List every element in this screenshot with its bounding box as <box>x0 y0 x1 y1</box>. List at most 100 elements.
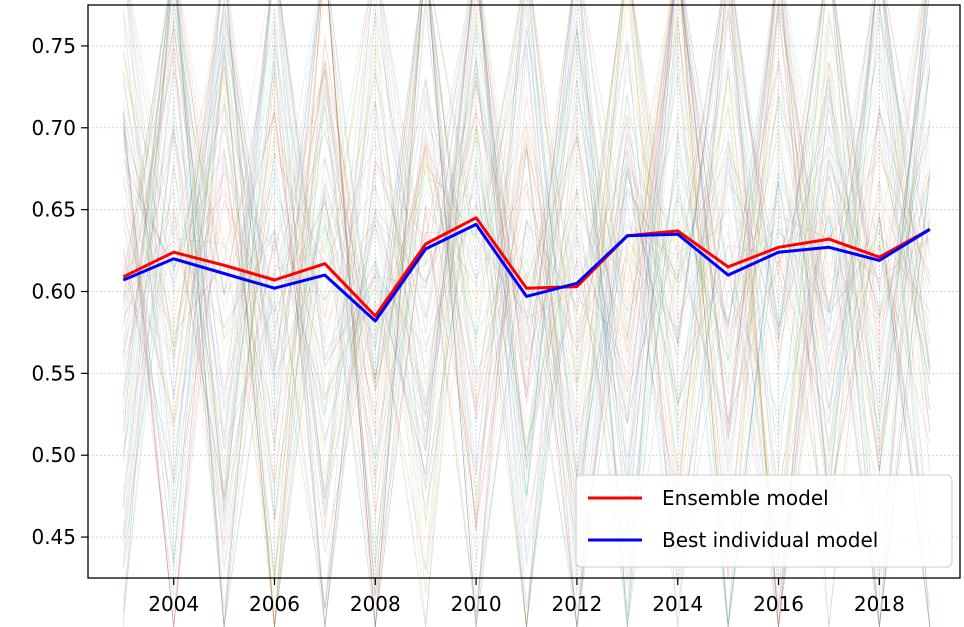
background-model-line <box>123 0 931 480</box>
background-model-line <box>122 0 931 627</box>
main-series-lines <box>122 216 931 323</box>
background-model-line <box>122 0 931 627</box>
background-model-line <box>122 0 931 627</box>
background-model-line <box>123 9 931 594</box>
background-model-line <box>122 0 931 627</box>
y-tick-label: 0.55 <box>31 361 76 385</box>
y-tick-label: 0.60 <box>31 280 76 304</box>
y-tick-label: 0.70 <box>31 116 76 140</box>
background-model-line <box>122 0 931 578</box>
background-model-line <box>122 0 931 627</box>
background-model-line <box>122 0 931 627</box>
background-model-lines <box>122 0 931 627</box>
x-tick-label: 2016 <box>753 592 804 616</box>
background-model-line <box>122 0 931 627</box>
background-model-line <box>122 0 931 627</box>
background-model-line <box>122 0 931 627</box>
background-model-line <box>123 0 931 544</box>
background-model-line <box>122 0 931 624</box>
background-model-line <box>122 0 931 627</box>
background-model-line <box>122 0 931 627</box>
x-tick-label: 2018 <box>854 592 905 616</box>
background-model-line <box>122 0 931 538</box>
background-model-line <box>122 0 931 627</box>
y-axis: 0.45 0.50 0.55 0.60 0.65 0.70 0.75 <box>31 34 88 549</box>
background-model-line <box>122 0 931 627</box>
x-tick-label: 2004 <box>148 592 199 616</box>
series-line-ensemble <box>122 216 931 318</box>
x-tick-label: 2006 <box>249 592 300 616</box>
background-model-line <box>122 0 925 627</box>
background-model-line <box>122 0 931 627</box>
legend-label-ensemble: Ensemble model <box>662 486 829 510</box>
background-model-line <box>122 0 931 627</box>
y-tick-label: 0.50 <box>31 443 76 467</box>
background-model-line <box>122 0 931 627</box>
background-model-line <box>122 7 931 627</box>
background-model-line <box>122 0 931 627</box>
background-model-line <box>122 0 930 586</box>
background-model-line <box>122 0 931 609</box>
background-model-line <box>122 0 931 627</box>
background-model-line <box>122 0 931 609</box>
background-model-line <box>122 0 929 443</box>
background-model-line <box>122 0 931 625</box>
background-model-line <box>122 0 931 627</box>
background-model-line <box>122 0 930 627</box>
background-model-line <box>122 0 931 627</box>
y-tick-label: 0.65 <box>31 198 76 222</box>
background-model-line <box>122 0 931 491</box>
background-model-line <box>122 0 931 627</box>
background-model-line <box>122 0 931 627</box>
background-model-line <box>130 0 924 627</box>
background-model-line <box>122 0 931 627</box>
background-model-line <box>123 0 931 627</box>
x-tick-label: 2010 <box>451 592 502 616</box>
background-model-line <box>122 66 931 627</box>
background-model-line <box>122 0 931 627</box>
background-model-line <box>122 0 931 627</box>
background-model-line <box>122 0 931 588</box>
x-tick-label: 2012 <box>551 592 602 616</box>
background-model-line <box>122 0 931 601</box>
background-model-line <box>122 0 931 627</box>
background-model-line <box>122 0 927 627</box>
background-model-line <box>122 0 931 627</box>
y-tick-label: 0.45 <box>31 525 76 549</box>
background-model-line <box>122 0 927 627</box>
background-model-line <box>122 0 931 627</box>
background-model-line <box>122 34 931 612</box>
background-model-line <box>122 0 931 627</box>
background-model-line <box>128 0 924 627</box>
series-line-best-individual <box>122 222 931 323</box>
x-tick-label: 2014 <box>652 592 703 616</box>
background-model-line <box>123 0 931 608</box>
background-model-line <box>122 0 929 627</box>
background-model-line <box>122 0 931 594</box>
background-model-line <box>122 0 931 627</box>
background-model-line <box>122 0 931 621</box>
background-model-line <box>122 0 931 571</box>
legend: Ensemble model Best individual model <box>575 474 953 568</box>
background-model-line <box>122 0 931 627</box>
background-model-line <box>122 0 926 627</box>
background-model-line <box>129 0 923 627</box>
background-model-line <box>122 0 931 568</box>
background-model-line <box>122 0 931 627</box>
background-model-line <box>122 0 931 612</box>
background-model-line <box>127 0 931 625</box>
background-model-line <box>130 0 923 567</box>
x-tick-label: 2008 <box>350 592 401 616</box>
x-axis: 2004 2006 2008 2010 2012 2014 2016 2018 <box>148 578 905 616</box>
background-model-line <box>122 0 931 390</box>
background-model-line <box>126 0 927 627</box>
background-model-line <box>122 0 926 627</box>
background-model-line <box>122 0 931 503</box>
background-model-line <box>122 0 931 532</box>
background-model-line <box>122 0 931 492</box>
background-model-line <box>122 0 931 627</box>
background-model-line <box>122 0 931 627</box>
legend-box <box>575 474 953 568</box>
background-model-line <box>122 0 931 610</box>
